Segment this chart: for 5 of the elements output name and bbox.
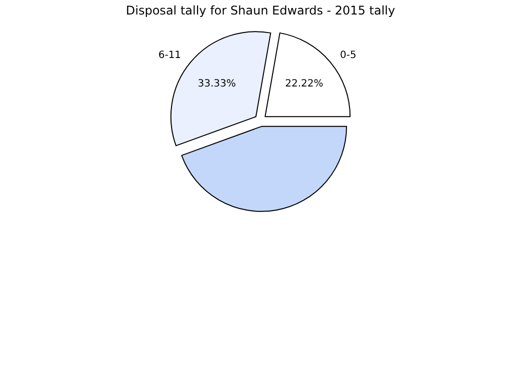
slice-label: 6-11 <box>158 50 182 61</box>
data-label: 22.22% <box>285 78 324 90</box>
data-label: 33.33% <box>198 78 236 90</box>
slice-label: 0-5 <box>340 50 356 61</box>
chart-title: Disposal tally for Shaun Edwards - 2015 tally <box>126 4 396 18</box>
